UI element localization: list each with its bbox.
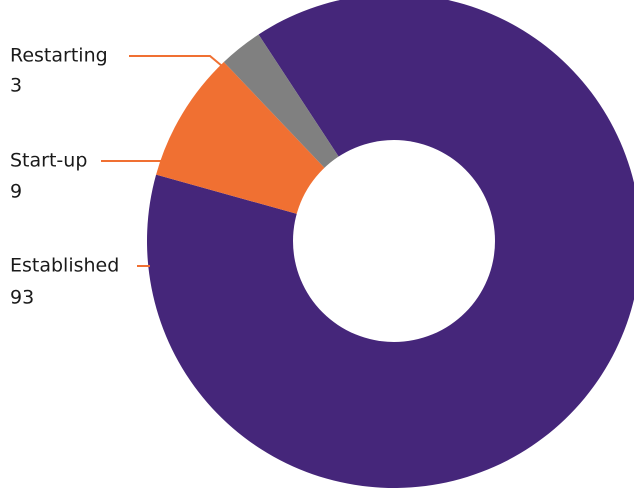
donut-hole [293,140,495,342]
value-start-up: 9 [10,181,22,203]
leader-line-restarting [129,55,223,67]
donut-hole-layer [293,140,495,342]
callout-labels: Established 93 Start-up 9 Restarting 3 [10,45,223,309]
value-established: 93 [10,287,34,309]
label-established: Established [10,255,119,277]
value-restarting: 3 [10,75,22,97]
label-start-up: Start-up [10,150,87,172]
label-restarting: Restarting [10,45,108,67]
